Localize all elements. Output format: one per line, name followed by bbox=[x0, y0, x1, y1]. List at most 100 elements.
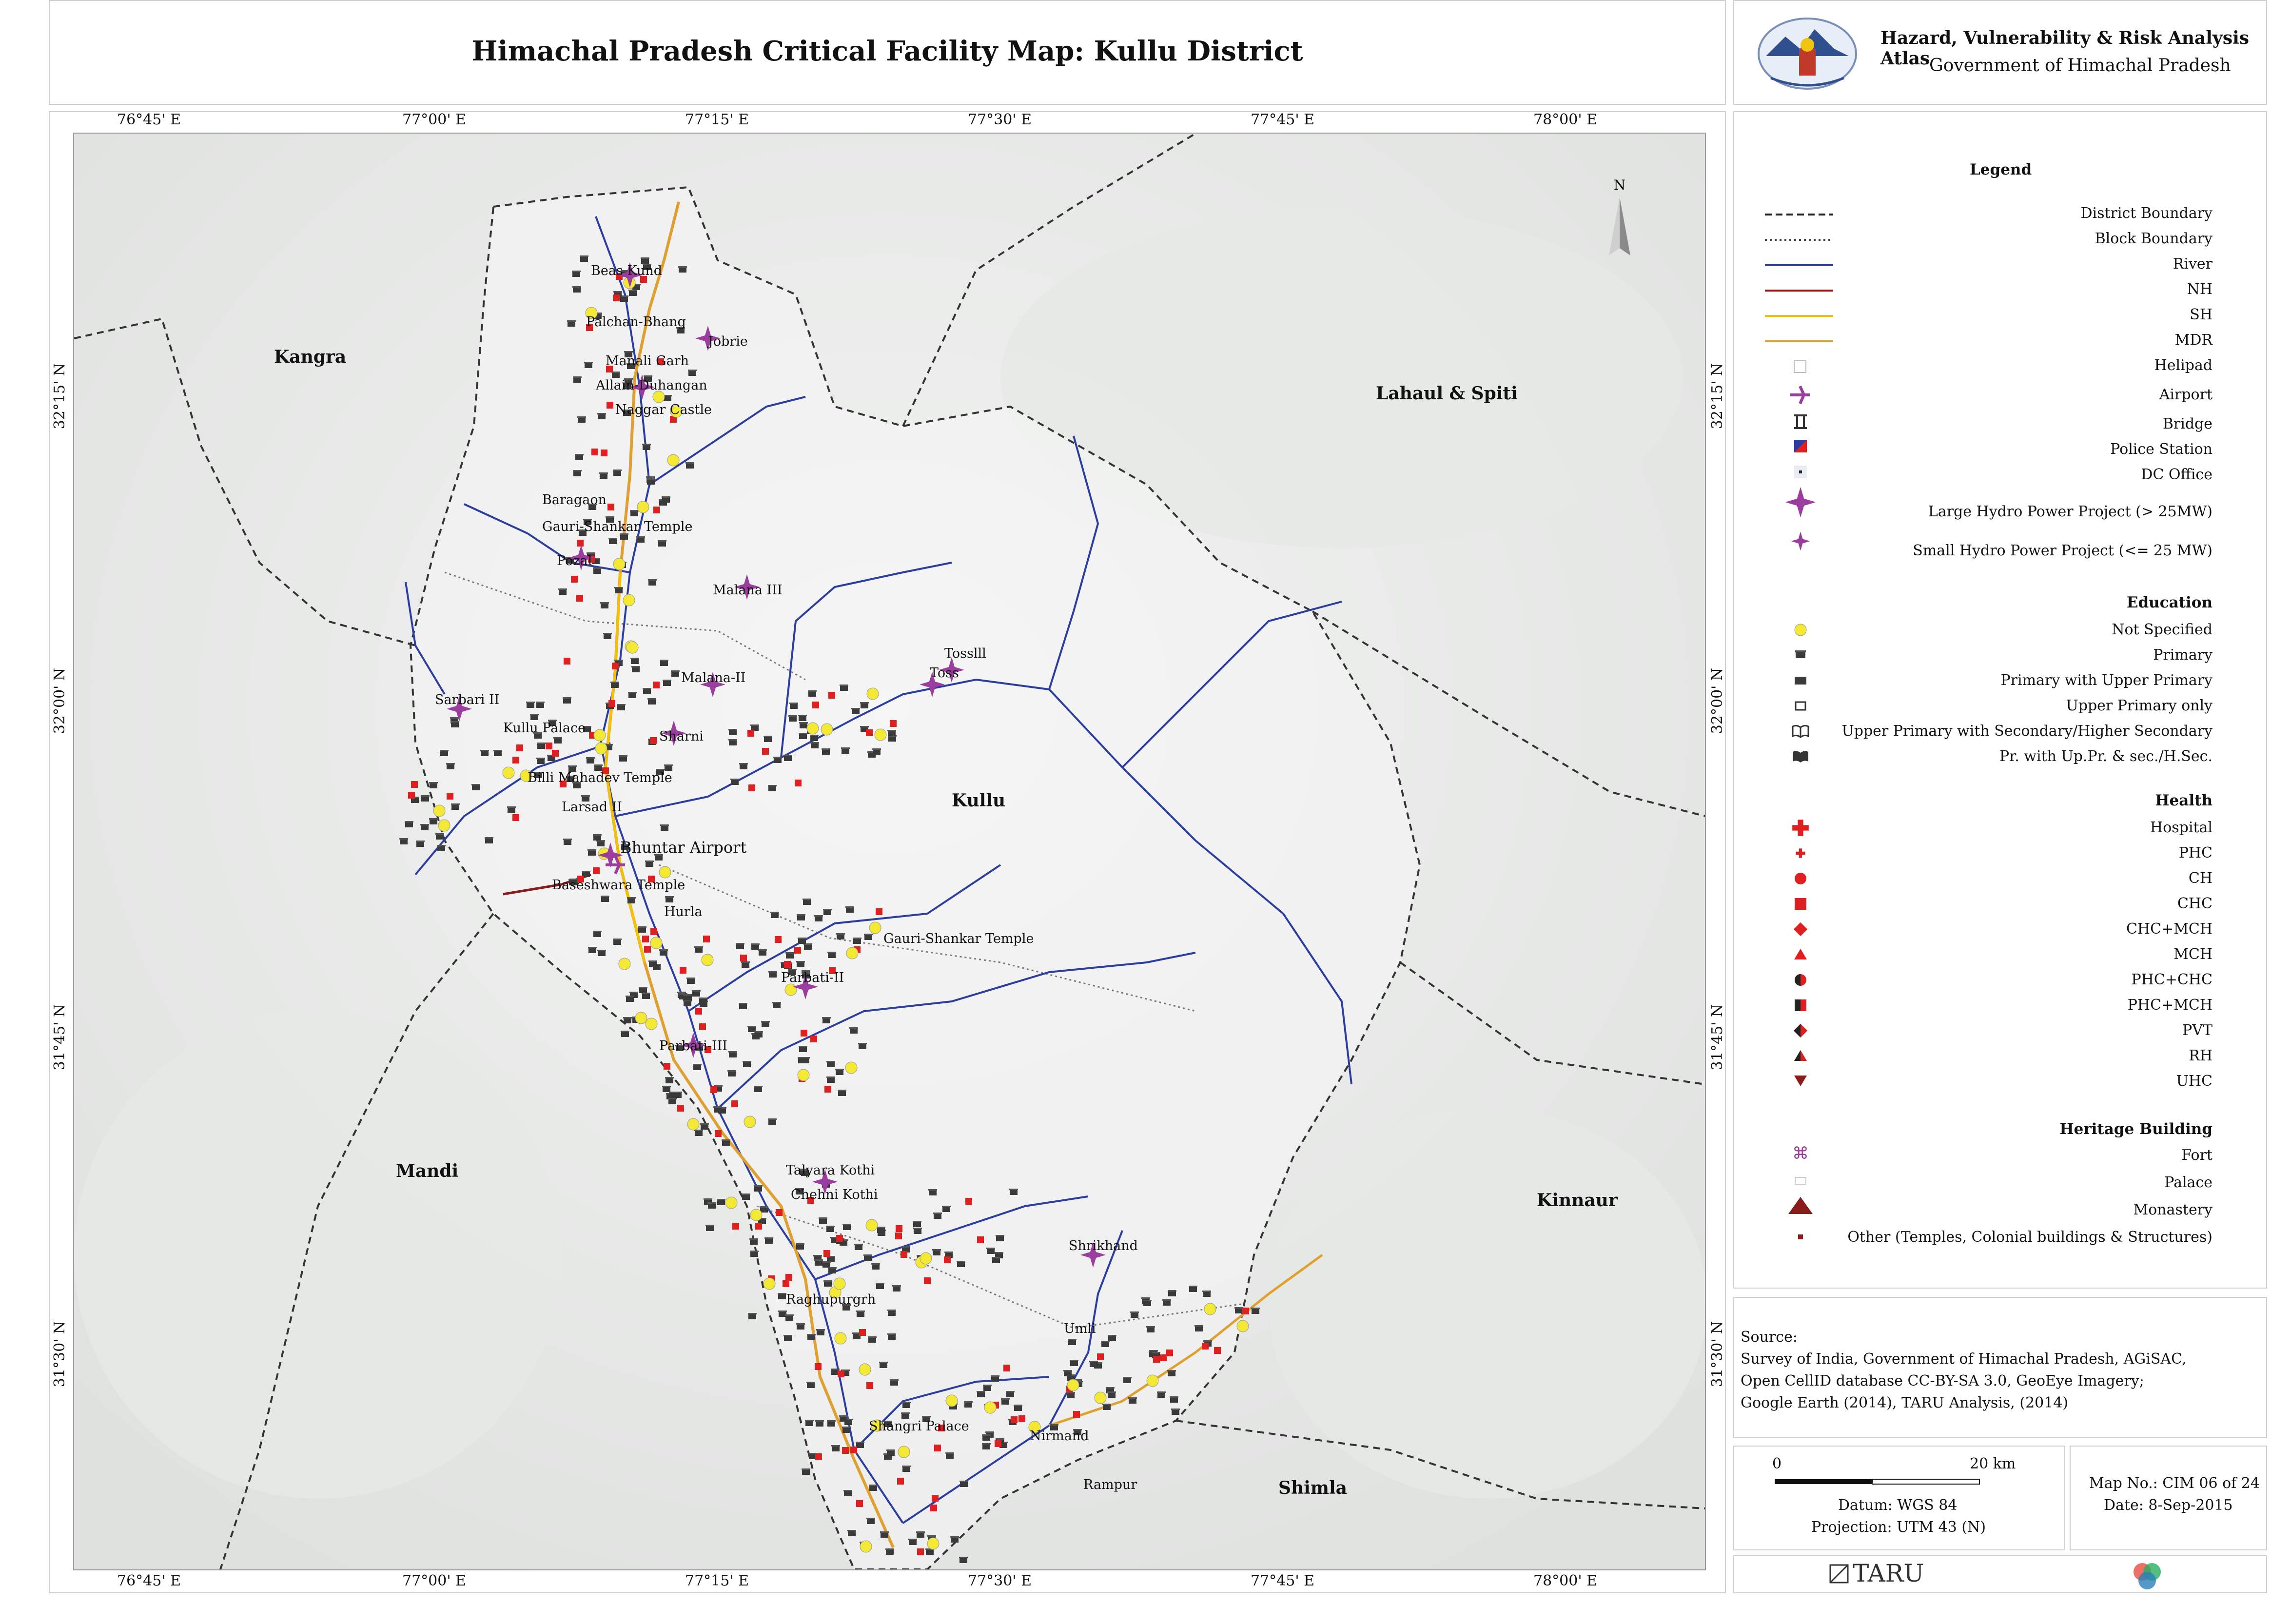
police-station-icon bbox=[1794, 440, 1807, 452]
health-facility-marker bbox=[680, 967, 686, 974]
school-marker bbox=[580, 255, 588, 262]
school-marker bbox=[658, 540, 666, 547]
fort-icon: ⌘ bbox=[1792, 1144, 1809, 1163]
half-triangle-icon bbox=[1794, 1050, 1807, 1061]
education-unspecified-marker bbox=[833, 1277, 846, 1290]
north-arrow-icon: N bbox=[1609, 177, 1630, 255]
education-unspecified-marker bbox=[725, 1196, 738, 1209]
school-marker bbox=[764, 736, 772, 742]
school-marker bbox=[728, 729, 737, 735]
source-heading: Source: bbox=[1741, 1329, 1798, 1346]
school-marker bbox=[614, 587, 623, 593]
school-marker bbox=[507, 806, 516, 813]
place-label: Baragaon bbox=[542, 492, 607, 508]
school-marker bbox=[610, 682, 619, 688]
school-marker bbox=[1143, 1300, 1152, 1306]
school-marker bbox=[692, 990, 701, 997]
school-marker bbox=[617, 704, 626, 710]
primary-school-icon bbox=[1795, 650, 1806, 658]
lon-label-top: 77°15' E bbox=[685, 111, 749, 128]
health-facility-marker bbox=[944, 1256, 951, 1263]
closed-book-icon bbox=[1793, 751, 1808, 763]
half-circle-icon bbox=[1795, 974, 1806, 986]
school-marker bbox=[573, 470, 582, 476]
health-facility-marker bbox=[608, 700, 615, 707]
health-facility-marker bbox=[810, 1036, 817, 1042]
district-boundaries bbox=[74, 134, 1705, 1569]
school-marker bbox=[593, 931, 602, 937]
himachal-emblem-icon bbox=[1758, 18, 1857, 90]
education-unspecified-marker bbox=[593, 729, 606, 742]
lat-label-left: 31°30' N bbox=[51, 1321, 69, 1388]
lon-label-bottom: 78°00' E bbox=[1533, 1572, 1598, 1589]
legend-label: Helipad bbox=[2154, 357, 2212, 374]
school-marker bbox=[627, 897, 636, 903]
education-unspecified-marker bbox=[821, 723, 833, 736]
school-marker bbox=[890, 1379, 899, 1386]
school-marker bbox=[815, 1420, 824, 1427]
health-facility-marker bbox=[653, 682, 660, 688]
health-facility-marker bbox=[571, 576, 578, 583]
school-marker bbox=[761, 1021, 770, 1027]
health-facility-marker bbox=[977, 1236, 984, 1243]
svg-text:N: N bbox=[1614, 177, 1626, 193]
school-marker bbox=[799, 733, 807, 739]
map-title: Himachal Pradesh Critical Facility Map: … bbox=[471, 35, 1303, 67]
health-facility-marker bbox=[699, 1023, 706, 1030]
lat-label-left: 31°45' N bbox=[51, 1004, 69, 1071]
yellow-dot-icon bbox=[1794, 624, 1807, 636]
school-marker bbox=[645, 861, 654, 867]
palace-icon bbox=[1795, 1177, 1806, 1185]
region-label: Mandi bbox=[396, 1161, 458, 1181]
map-canvas[interactable]: N Kangra Lahaul & Spiti Kullu Mandi Kinn… bbox=[73, 133, 1706, 1570]
education-unspecified-marker bbox=[670, 405, 683, 418]
school-marker bbox=[754, 1086, 763, 1092]
education-unspecified-marker bbox=[585, 307, 598, 319]
school-marker bbox=[1128, 1397, 1137, 1404]
school-marker bbox=[839, 1415, 848, 1422]
health-facility-marker bbox=[762, 748, 769, 755]
school-marker bbox=[663, 680, 671, 686]
school-marker bbox=[700, 1123, 709, 1130]
health-facility-marker bbox=[776, 1209, 783, 1216]
lat-label-right: 32°00' N bbox=[1709, 667, 1726, 734]
school-marker bbox=[1234, 1307, 1243, 1313]
school-marker bbox=[1102, 1404, 1111, 1410]
school-marker bbox=[814, 1259, 823, 1266]
education-unspecified-marker bbox=[860, 1540, 872, 1553]
helipad-icon bbox=[1794, 360, 1806, 373]
education-unspecified-marker bbox=[626, 641, 639, 654]
education-unspecified-marker bbox=[806, 722, 819, 735]
health-facility-marker bbox=[607, 402, 613, 409]
school-marker bbox=[577, 416, 586, 423]
school-marker bbox=[835, 1069, 844, 1075]
school-marker bbox=[743, 1061, 751, 1067]
education-unspecified-marker bbox=[866, 687, 879, 700]
school-marker bbox=[849, 1027, 858, 1034]
education-unspecified-marker bbox=[1204, 1303, 1216, 1315]
school-marker bbox=[1108, 1335, 1116, 1341]
education-unspecified-marker bbox=[865, 1219, 878, 1232]
education-unspecified-marker bbox=[920, 1252, 932, 1265]
health-facility-marker bbox=[924, 1277, 931, 1284]
school-marker bbox=[982, 1443, 991, 1449]
school-marker bbox=[805, 1420, 814, 1426]
health-facility-marker bbox=[606, 366, 613, 372]
school-marker bbox=[902, 1402, 911, 1408]
health-facility-marker bbox=[607, 504, 614, 510]
health-facility-marker bbox=[411, 781, 418, 788]
legend-label: CHC+MCH bbox=[2126, 920, 2212, 938]
health-facility-marker bbox=[512, 757, 519, 763]
school-marker bbox=[1063, 1370, 1072, 1376]
school-marker bbox=[768, 971, 777, 978]
school-marker bbox=[1146, 1326, 1155, 1332]
school-marker bbox=[537, 743, 546, 749]
health-facility-marker bbox=[747, 730, 754, 737]
health-facility-marker bbox=[564, 658, 570, 665]
legend-label: Upper Primary only bbox=[2066, 697, 2212, 714]
school-marker bbox=[778, 1293, 786, 1299]
monastery-icon bbox=[1788, 1197, 1813, 1214]
legend-label: Other (Temples, Colonial buildings & Str… bbox=[1847, 1229, 2212, 1246]
school-marker bbox=[841, 747, 850, 754]
school-marker bbox=[816, 1329, 825, 1335]
